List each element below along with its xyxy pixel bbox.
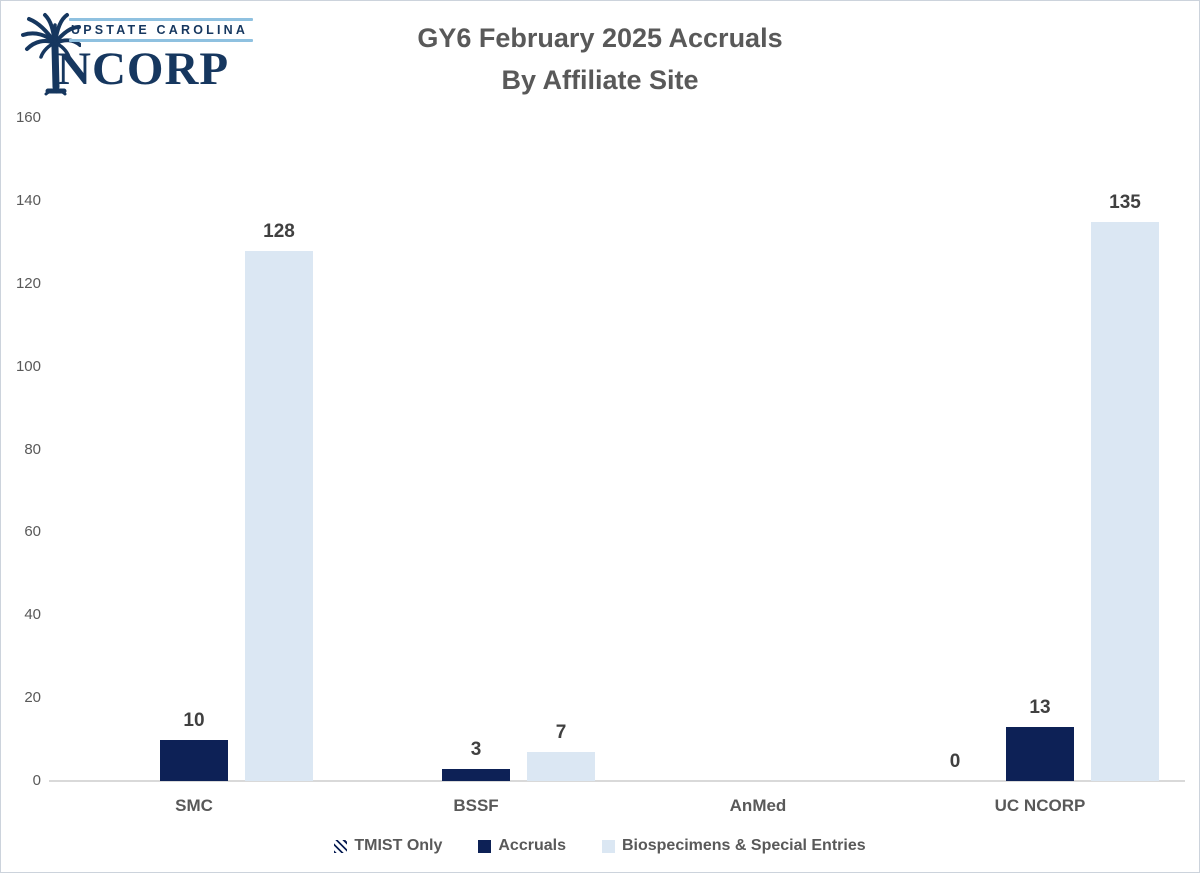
data-label-bssf-biospecimens-special-entries: 7 <box>555 721 567 743</box>
tmist-only-swatch-icon <box>334 839 348 853</box>
data-label-uc-ncorp-accruals: 13 <box>1029 697 1051 719</box>
y-tick-label-20: 20 <box>24 689 41 707</box>
data-label-smc-biospecimens-special-entries: 128 <box>263 220 295 242</box>
x-category-label-anmed: AnMed <box>729 796 787 815</box>
legend-item-tmist-only: TMIST Only <box>334 837 442 855</box>
upstate-carolina-ncorp-logo: UPSTATE CAROLINA NCORP <box>13 7 263 99</box>
chart-title-line-2: By Affiliate Site <box>501 65 699 95</box>
data-label-uc-ncorp-biospecimens-special-entries: 135 <box>1109 191 1141 213</box>
bar-bssf-biospecimens-special-entries <box>527 751 595 781</box>
bar-smc-accruals <box>160 739 228 781</box>
x-axis-line <box>49 780 1185 782</box>
legend-label-accruals: Accruals <box>498 837 566 854</box>
logo-upstate-carolina-text: UPSTATE CAROLINA <box>71 23 249 37</box>
y-tick-label-40: 40 <box>24 606 41 624</box>
data-label-bssf-accruals: 3 <box>470 738 482 760</box>
bar-uc-ncorp-biospecimens-special-entries <box>1091 221 1159 781</box>
y-tick-label-100: 100 <box>15 357 41 375</box>
y-tick-label-160: 160 <box>15 109 41 126</box>
x-category-label-bssf: BSSF <box>453 796 499 815</box>
chart-title: GY6 February 2025 Accruals By Affiliate … <box>1 17 1199 101</box>
bar-uc-ncorp-accruals <box>1006 727 1074 781</box>
palmetto-tree-icon <box>21 13 81 96</box>
legend-item-biospecimens: Biospecimens & Special Entries <box>601 837 866 855</box>
logo-rule-bottom <box>69 39 253 42</box>
biospecimens-swatch-icon <box>601 839 615 853</box>
accruals-swatch-icon <box>478 839 492 853</box>
bar-bssf-accruals <box>442 768 510 781</box>
x-category-label-uc-ncorp: UC NCORP <box>994 796 1086 815</box>
logo-ncorp-text: NCORP <box>57 43 230 95</box>
x-category-label-smc: SMC <box>175 796 213 815</box>
y-tick-label-140: 140 <box>15 191 41 209</box>
legend-label-biospecimens: Biospecimens & Special Entries <box>621 837 866 854</box>
y-tick-label-0: 0 <box>32 772 41 789</box>
legend-label-tmist-only: TMIST Only <box>354 837 443 854</box>
data-label-smc-accruals: 10 <box>183 709 205 731</box>
data-label-uc-ncorp-tmist-only: 0 <box>949 751 961 772</box>
logo-rule-top <box>69 18 253 21</box>
chart-title-line-1: GY6 February 2025 Accruals <box>417 23 783 53</box>
y-tick-label-80: 80 <box>24 440 41 458</box>
y-tick-label-120: 120 <box>15 274 41 292</box>
bar-smc-biospecimens-special-entries <box>245 250 313 781</box>
y-tick-label-60: 60 <box>24 523 41 541</box>
legend: TMIST Only Accruals Biospecimens & Speci… <box>1 833 1199 859</box>
legend-item-accruals: Accruals <box>478 837 566 855</box>
